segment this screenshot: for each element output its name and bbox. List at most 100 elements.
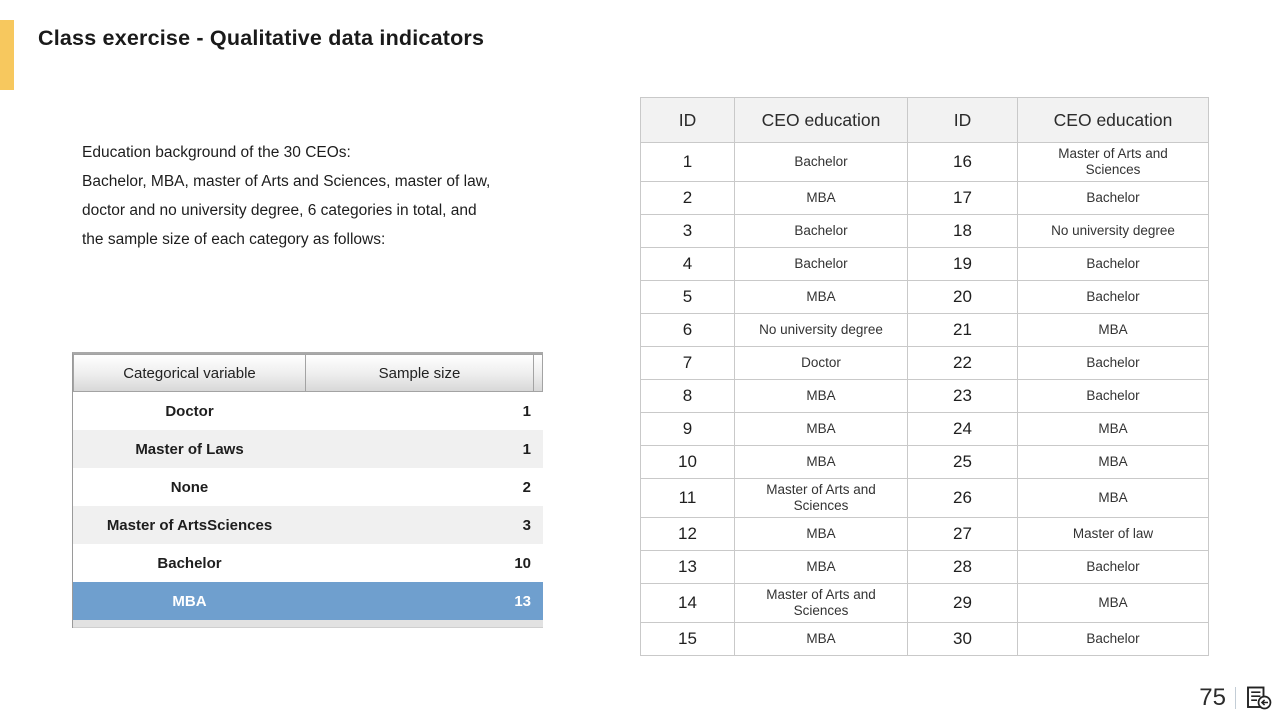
- sample-size-cell: 13: [514, 592, 531, 610]
- intro-paragraph: Education background of the 30 CEOs: Bac…: [82, 138, 582, 254]
- education-cell: MBA: [734, 280, 908, 314]
- column-header-id: ID: [640, 97, 735, 143]
- column-header-sliver: [534, 354, 543, 392]
- category-cell: Master of ArtsSciences: [106, 516, 273, 534]
- summary-table-header: Categorical variable Sample size: [73, 354, 543, 392]
- education-cell: Bachelor: [1017, 622, 1209, 656]
- education-cell: MBA: [1017, 313, 1209, 347]
- id-cell: 24: [907, 412, 1018, 446]
- summary-table-row: Master of ArtsSciences 3: [73, 506, 543, 544]
- education-cell: MBA: [734, 517, 908, 551]
- column-header-id: ID: [907, 97, 1018, 143]
- education-cell: MBA: [734, 550, 908, 584]
- education-cell: Bachelor: [1017, 181, 1209, 215]
- id-cell: 12: [640, 517, 735, 551]
- id-cell: 14: [640, 583, 735, 623]
- summary-table-row: Master of Laws 1: [73, 430, 543, 468]
- id-cell: 2: [640, 181, 735, 215]
- slide-footer: 75: [1199, 684, 1272, 712]
- education-cell: Bachelor: [734, 142, 908, 182]
- education-cell: Bachelor: [734, 247, 908, 281]
- ceo-table-row: 12 MBA 27 Master of law: [640, 517, 1209, 551]
- id-cell: 10: [640, 445, 735, 479]
- intro-line: Bachelor, MBA, master of Arts and Scienc…: [82, 173, 491, 190]
- id-cell: 9: [640, 412, 735, 446]
- summary-table-row: Doctor 1: [73, 392, 543, 430]
- education-cell: Master of Arts and Sciences: [734, 478, 908, 518]
- ceo-education-table: ID CEO education ID CEO education 1 Bach…: [640, 97, 1209, 656]
- ceo-table-row: 14 Master of Arts and Sciences 29 MBA: [640, 583, 1209, 623]
- education-cell: MBA: [734, 445, 908, 479]
- id-cell: 5: [640, 280, 735, 314]
- category-cell: None: [170, 478, 209, 496]
- education-cell: Master of Arts and Sciences: [734, 583, 908, 623]
- education-cell: No university degree: [734, 313, 908, 347]
- ceo-table-row: 9 MBA 24 MBA: [640, 412, 1209, 446]
- id-cell: 28: [907, 550, 1018, 584]
- ceo-table-row: 2 MBA 17 Bachelor: [640, 181, 1209, 215]
- intro-line: Education background of the 30 CEOs:: [82, 144, 351, 161]
- id-cell: 18: [907, 214, 1018, 248]
- education-cell: MBA: [1017, 583, 1209, 623]
- ceo-table-row: 5 MBA 20 Bachelor: [640, 280, 1209, 314]
- summary-table-body: Doctor 1 Master of Laws 1 None 2 Master …: [73, 392, 543, 628]
- category-cell: Master of Laws: [135, 440, 244, 458]
- column-header-ceo-education: CEO education: [1017, 97, 1209, 143]
- education-cell: Bachelor: [1017, 346, 1209, 380]
- id-cell: 29: [907, 583, 1018, 623]
- id-cell: 6: [640, 313, 735, 347]
- sample-size-cell: 2: [522, 478, 531, 496]
- sample-size-cell: 1: [522, 440, 531, 458]
- education-cell: MBA: [734, 412, 908, 446]
- ceo-table-row: 4 Bachelor 19 Bachelor: [640, 247, 1209, 281]
- intro-line: the sample size of each category as foll…: [82, 231, 386, 248]
- education-cell: MBA: [1017, 478, 1209, 518]
- category-cell: Doctor: [165, 402, 214, 420]
- education-cell: MBA: [734, 622, 908, 656]
- id-cell: 1: [640, 142, 735, 182]
- ceo-table-row: 15 MBA 30 Bachelor: [640, 622, 1209, 656]
- ceo-table-row: 13 MBA 28 Bachelor: [640, 550, 1209, 584]
- sample-size-cell: 10: [514, 554, 531, 572]
- sample-size-cell: 1: [522, 402, 531, 420]
- education-cell: Doctor: [734, 346, 908, 380]
- ceo-table-row: 6 No university degree 21 MBA: [640, 313, 1209, 347]
- id-cell: 25: [907, 445, 1018, 479]
- id-cell: 7: [640, 346, 735, 380]
- id-cell: 20: [907, 280, 1018, 314]
- summary-table-row: None 2: [73, 468, 543, 506]
- ceo-table-row: 11 Master of Arts and Sciences 26 MBA: [640, 478, 1209, 518]
- page-number: 75: [1199, 684, 1226, 711]
- id-cell: 8: [640, 379, 735, 413]
- id-cell: 13: [640, 550, 735, 584]
- education-cell: Bachelor: [1017, 247, 1209, 281]
- id-cell: 23: [907, 379, 1018, 413]
- frequency-summary-table: Categorical variable Sample size Doctor …: [72, 352, 543, 628]
- title-accent-bar: [0, 20, 14, 90]
- education-cell: Bachelor: [1017, 550, 1209, 584]
- education-cell: MBA: [1017, 412, 1209, 446]
- ceo-table-header-row: ID CEO education ID CEO education: [640, 97, 1209, 143]
- ceo-table-row: 7 Doctor 22 Bachelor: [640, 346, 1209, 380]
- ceo-table-row: 1 Bachelor 16 Master of Arts and Science…: [640, 142, 1209, 182]
- id-cell: 11: [640, 478, 735, 518]
- ceo-table-row: 10 MBA 25 MBA: [640, 445, 1209, 479]
- id-cell: 26: [907, 478, 1018, 518]
- id-cell: 19: [907, 247, 1018, 281]
- ceo-table-row: 8 MBA 23 Bachelor: [640, 379, 1209, 413]
- id-cell: 3: [640, 214, 735, 248]
- summary-table-row: Bachelor 10: [73, 544, 543, 582]
- return-to-contents-icon[interactable]: [1245, 685, 1272, 711]
- summary-table-bottom-strip: [73, 620, 543, 627]
- page-title: Class exercise - Qualitative data indica…: [38, 26, 485, 50]
- column-header-categorical-variable: Categorical variable: [73, 354, 306, 392]
- column-header-sample-size: Sample size: [306, 354, 534, 392]
- education-cell: Master of law: [1017, 517, 1209, 551]
- id-cell: 21: [907, 313, 1018, 347]
- education-cell: MBA: [1017, 445, 1209, 479]
- education-cell: MBA: [734, 181, 908, 215]
- education-cell: Bachelor: [734, 214, 908, 248]
- footer-divider: [1235, 687, 1236, 709]
- education-cell: Master of Arts and Sciences: [1017, 142, 1209, 182]
- category-cell: Bachelor: [157, 554, 222, 572]
